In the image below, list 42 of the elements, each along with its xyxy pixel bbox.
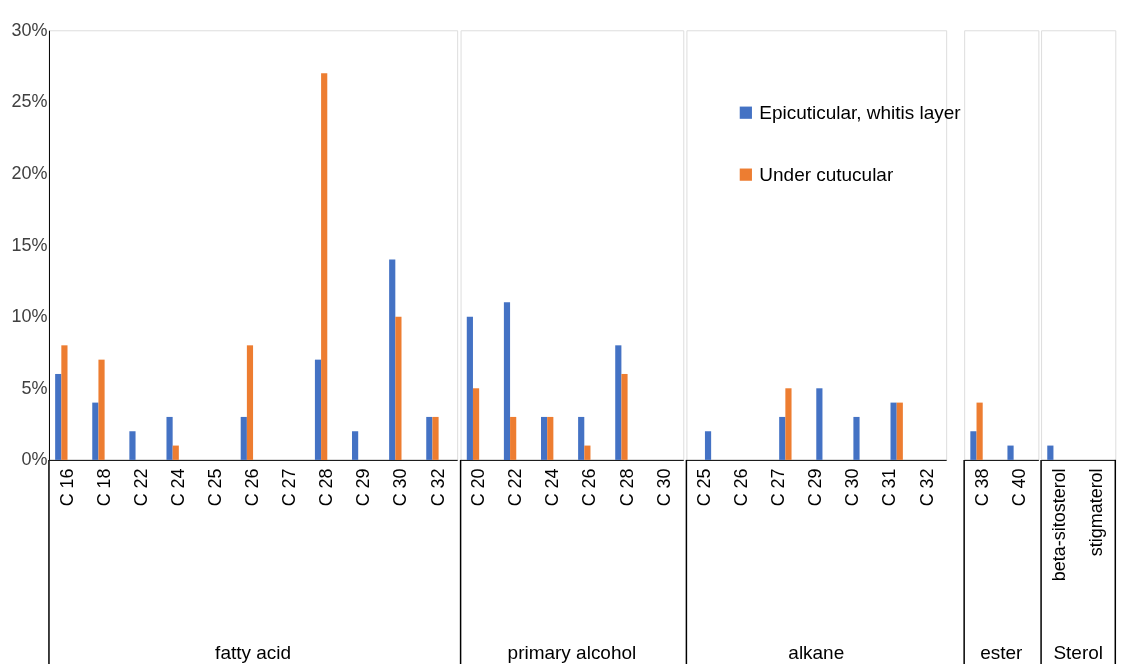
y-tick-label: 30% xyxy=(11,19,48,40)
x-tick-label: C 32 xyxy=(916,468,937,507)
x-axis-title: fatty acid xyxy=(215,641,292,663)
y-tick-label: 20% xyxy=(11,162,48,183)
x-tick-label: C 30 xyxy=(842,468,863,507)
x-tick-label: C 31 xyxy=(879,468,900,507)
x-tick-label: C 22 xyxy=(505,468,526,507)
x-tick-label: C 26 xyxy=(731,468,752,507)
x-tick-label: C 30 xyxy=(390,468,411,507)
x-tick-label: C 24 xyxy=(167,468,188,507)
x-tick-label: C 28 xyxy=(616,468,637,507)
y-tick-label: 15% xyxy=(11,234,48,255)
x-tick-label: C 29 xyxy=(805,468,826,507)
x-axis-title: alkane xyxy=(788,641,845,663)
x-tick-label: C 40 xyxy=(1008,468,1029,507)
x-tick-label: C 32 xyxy=(427,468,448,507)
legend-label: Epicuticular, whitis layer xyxy=(759,101,961,123)
legend-label: Under cutucular xyxy=(759,163,894,185)
x-tick-label: C 27 xyxy=(279,468,300,507)
x-tick-label: C 29 xyxy=(353,468,374,507)
x-tick-label: C 18 xyxy=(93,468,114,507)
x-tick-label: C 24 xyxy=(542,468,563,507)
x-tick-label: C 28 xyxy=(316,468,337,507)
x-axis-title: primary alcohol xyxy=(507,641,637,663)
x-tick-label: beta-sitosterol xyxy=(1048,468,1069,582)
y-tick-label: 5% xyxy=(21,377,48,398)
x-tick-label: C 26 xyxy=(579,468,600,507)
x-tick-label: C 30 xyxy=(653,468,674,507)
x-tick-label: C 25 xyxy=(693,468,714,507)
x-axis-title: Sterol xyxy=(1053,641,1103,663)
x-tick-label: C 22 xyxy=(130,468,151,507)
x-axis-title: ester xyxy=(980,641,1023,663)
x-tick-label: C 27 xyxy=(768,468,789,507)
y-tick-label: 0% xyxy=(21,449,48,470)
y-tick-label: 25% xyxy=(11,91,48,112)
x-tick-label: C 16 xyxy=(56,468,77,507)
x-tick-label: C 26 xyxy=(242,468,263,507)
x-tick-label: stigmaterol xyxy=(1085,468,1106,557)
x-tick-label: C 38 xyxy=(971,468,992,507)
x-tick-label: C 25 xyxy=(204,468,225,507)
y-tick-label: 10% xyxy=(11,306,48,327)
x-tick-label: C 20 xyxy=(468,468,489,507)
